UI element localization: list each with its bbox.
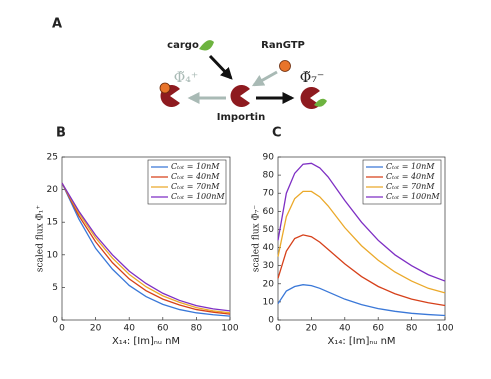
legend-label: Cₜₒₜ = 100nM <box>386 192 440 201</box>
rangtp-label: RanGTP <box>261 40 305 51</box>
chart: B 0 5 10 15 20 25 0 20 40 60 80 100 X₁₄: [Im]ₙᵤ nM sca… <box>35 126 239 348</box>
legend-label: Cₜₒₜ = 70nM <box>386 182 435 191</box>
plot-area <box>61 156 231 321</box>
y-tick-label: 10 <box>263 297 275 307</box>
x-axis-label: X₁₄: [Im]ₙᵤ nM <box>112 336 180 347</box>
y-axis-label: scaled flux Φ̃₇⁻ <box>251 205 262 273</box>
panel-label: B <box>56 126 66 141</box>
x-tick-label: 20 <box>90 324 102 334</box>
x-tick-label: 80 <box>406 324 418 334</box>
legend-label: Cₜₒₜ = 70nM <box>171 182 220 191</box>
panel-label: C <box>272 126 282 141</box>
legend-label: Cₜₒₜ = 40nM <box>171 172 220 181</box>
y-tick-label: 5 <box>52 283 58 293</box>
y-tick-label: 80 <box>263 171 275 181</box>
y-tick-label: 0 <box>268 316 274 326</box>
x-tick-label: 80 <box>191 324 203 334</box>
x-axis-label: X₁₄: [Im]ₙᵤ nM <box>327 336 395 347</box>
y-tick-label: 90 <box>263 153 275 163</box>
x-tick-label: 60 <box>372 324 384 334</box>
y-axis-label: scaled flux Φ̃₁⁺ <box>35 205 46 273</box>
chart: C 0 10 20 30 40 50 60 70 80 90 0 20 40 60 80 100 X₁₄: [Im… <box>251 126 454 348</box>
y-tick-label: 30 <box>263 261 275 271</box>
panel-label: A <box>52 17 62 32</box>
y-tick-label: 20 <box>263 279 275 289</box>
importin-icon <box>230 85 250 108</box>
series-line <box>277 234 446 307</box>
cargo-icon <box>199 40 214 51</box>
legend-label: Cₜₒₜ = 40nM <box>386 172 435 181</box>
x-tick-label: 100 <box>221 324 238 334</box>
arrow <box>251 70 278 87</box>
x-tick-label: 60 <box>157 324 169 334</box>
y-tick-label: 70 <box>263 189 275 199</box>
x-tick-label: 20 <box>306 324 318 334</box>
flux-in-label: Φ̃₇⁻ <box>300 70 324 86</box>
y-tick-label: 15 <box>47 218 58 228</box>
flux-out-label: Φ̃₄⁺ <box>174 70 198 86</box>
series-line <box>61 182 231 317</box>
x-tick-label: 0 <box>275 324 281 334</box>
cargo-icon <box>314 98 327 107</box>
x-tick-label: 40 <box>123 324 135 334</box>
series-line <box>61 182 231 312</box>
y-tick-label: 25 <box>47 153 58 163</box>
arrow <box>208 54 233 80</box>
y-tick-label: 60 <box>263 207 275 217</box>
y-tick-label: 40 <box>263 243 275 253</box>
rangtp-icon <box>279 60 291 72</box>
series-line <box>277 190 446 294</box>
series-line <box>61 182 231 314</box>
series-line <box>277 162 446 282</box>
y-tick-label: 0 <box>52 316 58 326</box>
x-tick-label: 40 <box>339 324 351 334</box>
legend-label: Cₜₒₜ = 100nM <box>171 192 225 201</box>
x-tick-label: 0 <box>59 324 65 334</box>
x-tick-label: 100 <box>436 324 453 334</box>
legend-label: Cₜₒₜ = 10nM <box>386 162 435 171</box>
diagram: A cargo RanGTP Importin Φ̃₇⁻ Φ̃₄⁺ <box>52 17 327 123</box>
importin-label: Importin <box>217 112 265 123</box>
legend-label: Cₜₒₜ = 10nM <box>171 162 220 171</box>
importin-icon <box>300 87 320 110</box>
series-line <box>61 182 231 315</box>
y-tick-label: 20 <box>47 185 59 195</box>
y-tick-label: 10 <box>47 250 59 260</box>
y-tick-label: 50 <box>263 225 275 235</box>
cargo-label: cargo <box>167 40 199 51</box>
series-line <box>277 284 446 317</box>
rangtp-icon <box>159 82 171 94</box>
